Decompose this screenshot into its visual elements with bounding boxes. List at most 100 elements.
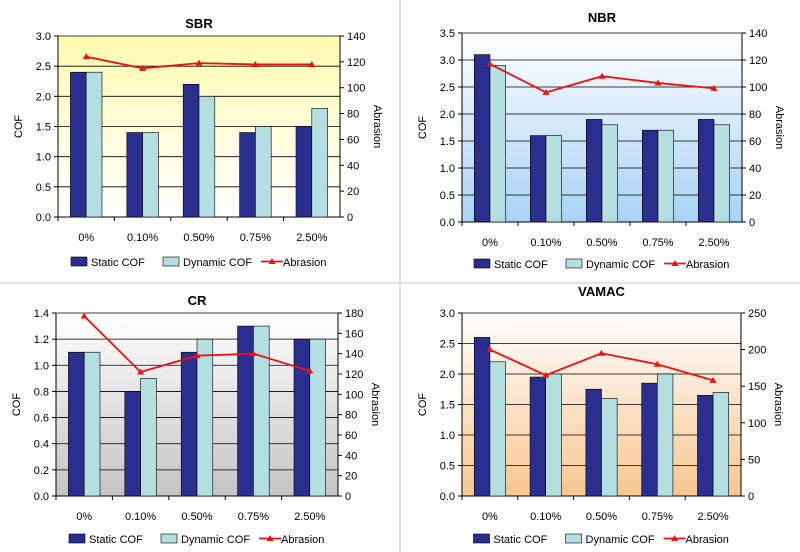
y2-tick-label: 40	[749, 163, 761, 175]
y2-tick-label: 0	[749, 217, 755, 229]
static-cof-bar	[295, 126, 313, 218]
abrasion-point	[710, 84, 718, 91]
x-tick-label: 2.50%	[697, 511, 728, 523]
x-tick-label: 0.10%	[125, 511, 156, 523]
x-tick-label: 0.50%	[183, 232, 214, 244]
legend-label: Abrasion	[281, 534, 324, 546]
chart-title: CR	[188, 293, 207, 308]
y2-tick-label: 140	[749, 28, 767, 40]
abrasion-point	[80, 312, 88, 319]
dynamic-cof-bar	[196, 338, 214, 497]
static-cof-bar	[293, 338, 311, 497]
dynamic-cof-bar	[656, 373, 674, 497]
y2-tick-label: 0	[748, 491, 754, 503]
y-tick-label: 3.5	[440, 28, 455, 40]
y2-tick-label: 140	[345, 349, 363, 361]
dynamic-cof-bar	[311, 108, 328, 218]
legend-marker	[671, 260, 679, 266]
x-tick-label: 0.10%	[127, 232, 158, 244]
y2-tick-label: 120	[749, 55, 767, 67]
legend-swatch	[565, 258, 583, 269]
y2-tick-label: 20	[749, 190, 761, 202]
x-tick-label: 2.50%	[296, 232, 327, 244]
dynamic-cof-bar	[712, 391, 730, 497]
static-cof-bar	[473, 337, 491, 497]
dynamic-cof-bar	[657, 129, 674, 223]
abrasion-point	[306, 367, 314, 374]
x-tick-label: 0.10%	[530, 511, 561, 523]
y2-axis-label: Abrasion	[369, 383, 381, 426]
chart-title: SBR	[185, 16, 213, 31]
static-cof-bar	[586, 119, 603, 223]
y-tick-label: 0.5	[440, 190, 455, 202]
x-tick-label: 0.50%	[181, 511, 212, 523]
y-tick-label: 1.5	[440, 136, 455, 148]
abrasion-point	[308, 60, 316, 67]
abrasion-point	[709, 376, 717, 383]
y2-tick-label: 60	[345, 430, 357, 442]
y2-tick-label: 50	[748, 454, 760, 466]
chart-panel-sbr: 0.0 0.5 1.0 1.5 2.0 2.5 3.0 0 20 40 60 80 100 120 140 0…	[13, 16, 383, 269]
abrasion-point	[542, 371, 550, 378]
static-cof-bar	[68, 351, 85, 497]
legend-swatch	[473, 258, 491, 269]
abrasion-point	[249, 350, 257, 357]
static-cof-bar	[697, 395, 714, 497]
y2-tick-label: 20	[347, 186, 359, 198]
y-tick-label: 3.0	[440, 55, 455, 67]
static-cof-bar	[126, 132, 143, 218]
y-tick-label: 3.0	[440, 308, 455, 320]
y-tick-label: 2.0	[440, 369, 455, 381]
y-tick-label: 0.0	[440, 217, 455, 229]
y2-axis-label: Abrasion	[773, 106, 785, 149]
static-cof-bar	[239, 132, 256, 218]
dynamic-cof-bar	[253, 325, 270, 497]
x-tick-label: 0%	[482, 511, 498, 523]
y2-tick-label: 20	[345, 471, 357, 483]
legend-swatch	[565, 533, 582, 544]
static-cof-bar	[474, 54, 491, 223]
y2-tick-label: 100	[347, 83, 365, 95]
static-cof-bar	[585, 388, 602, 497]
legend-marker	[671, 535, 678, 541]
dynamic-cof-bar	[489, 65, 506, 223]
dynamic-cof-bar	[601, 124, 618, 223]
x-tick-label: 2.50%	[698, 237, 729, 249]
y-tick-label: 0.0	[34, 491, 49, 503]
dynamic-cof-bar	[601, 398, 618, 497]
dynamic-cof-bar	[713, 124, 730, 223]
y2-tick-label: 60	[347, 134, 359, 146]
static-cof-bar	[237, 325, 254, 497]
y2-tick-label: 100	[748, 418, 766, 430]
x-tick-label: 0.75%	[642, 237, 673, 249]
y-tick-label: 3.0	[36, 31, 51, 43]
x-tick-label: 2.50%	[294, 511, 325, 523]
static-cof-bar	[180, 351, 198, 497]
legend: Static COF Dynamic COF Abrasion	[473, 533, 729, 546]
legend-swatch	[160, 533, 178, 544]
dynamic-cof-bar	[142, 132, 159, 218]
static-cof-bar	[529, 376, 546, 497]
abrasion-point	[195, 59, 203, 66]
legend-label: Abrasion	[686, 259, 729, 271]
y2-tick-label: 60	[749, 136, 761, 148]
chart-title: NBR	[588, 10, 617, 25]
x-tick-label: 0%	[76, 511, 92, 523]
abrasion-point	[486, 346, 494, 353]
y2-tick-label: 0	[347, 212, 353, 224]
static-cof-bar	[642, 129, 659, 223]
legend-label: Static COF	[89, 534, 143, 546]
y2-tick-label: 100	[749, 82, 767, 94]
y2-tick-label: 80	[749, 109, 761, 121]
y2-tick-label: 250	[748, 308, 766, 320]
y-tick-label: 1.4	[34, 308, 49, 320]
legend-label: Dynamic COF	[181, 534, 250, 546]
x-tick-label: 0%	[78, 232, 94, 244]
y-tick-label: 0.5	[440, 461, 455, 473]
legend-swatch	[68, 533, 86, 544]
y-tick-label: 0.8	[34, 386, 49, 398]
y2-tick-label: 140	[347, 31, 365, 43]
y-axis-label: COF	[417, 393, 429, 417]
static-cof-bar	[641, 382, 658, 497]
